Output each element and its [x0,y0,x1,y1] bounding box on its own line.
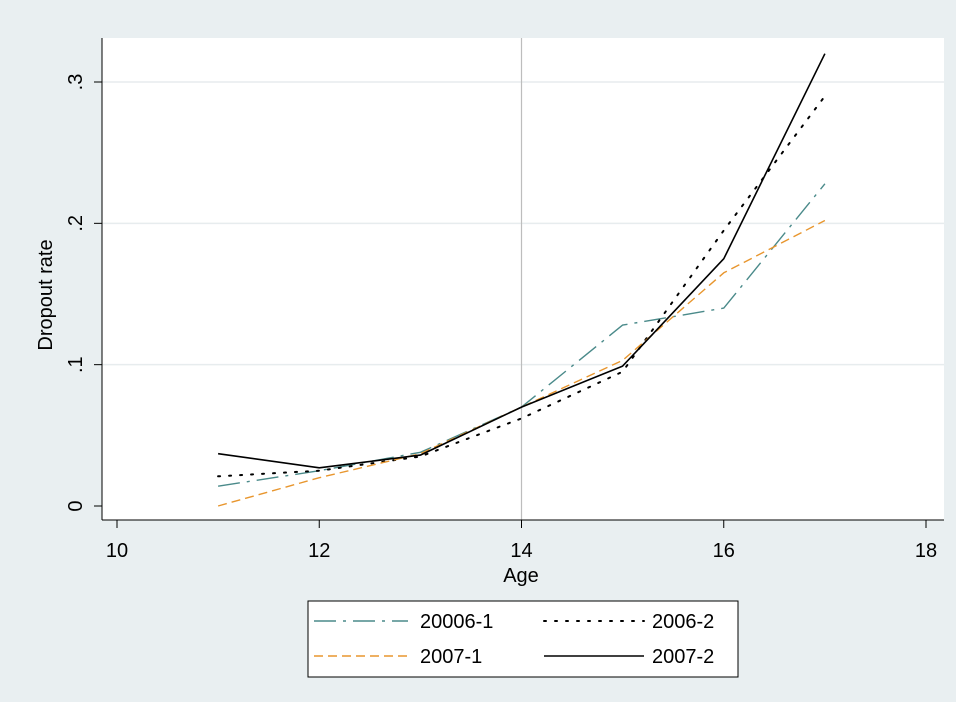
axes: 0 .1 .2 .3 10 12 14 16 18 [65,38,944,562]
legend-entries: 20006-1 2006-2 2007-1 2007-2 [314,611,714,668]
series-lines [217,53,826,507]
y-tick-label: .3 [65,74,87,91]
legend-box [307,600,739,678]
gridlines [102,81,944,366]
legend-label-20006-1: 20006-1 [420,611,493,633]
plot-area [102,38,944,520]
legend-label-2007-1: 2007-1 [420,646,482,668]
x-tick-label: 14 [510,540,532,562]
y-tick-label: .1 [65,356,87,373]
series-line-2006-2 [217,95,826,478]
y-tick-label: .2 [65,215,87,232]
x-axis-title: Age [503,565,539,587]
legend-label-2006-2: 2006-2 [652,611,714,633]
legend: 20006-1 2006-2 2007-1 2007-2 [307,600,739,678]
y-axis-title: Dropout rate [35,239,57,350]
series-line-2007-1 [217,219,826,507]
y-tick-label: 0 [65,500,87,511]
series-line-2007-2 [217,53,826,469]
x-tick-label: 12 [308,540,330,562]
x-tick-label: 10 [106,540,128,562]
x-tick-label: 18 [915,540,937,562]
legend-label-2007-2: 2007-2 [652,646,714,668]
x-tick-label: 16 [713,540,735,562]
